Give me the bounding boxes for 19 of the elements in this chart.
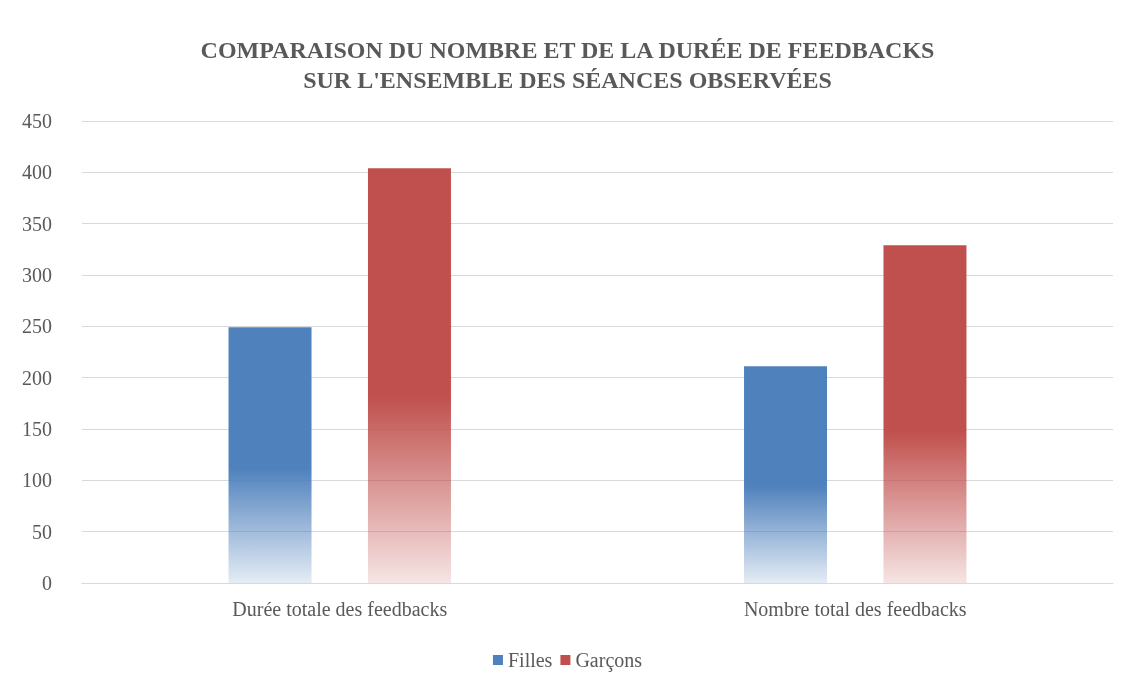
- bar: [367, 168, 451, 583]
- legend-label: Garçons: [575, 649, 643, 672]
- y-tick-label: 150: [22, 418, 52, 440]
- chart-title: COMPARAISON DU NOMBRE ET DE LA DURÉE DE FEEDBACKS SUR L'ENSEMBLE DES SÉANCES OBSERVÉES: [200, 37, 935, 93]
- y-tick-label: 300: [22, 264, 52, 286]
- x-tick-label: Nombre total des feedbacks: [743, 598, 967, 620]
- bar: [883, 245, 967, 583]
- bar: [744, 366, 828, 583]
- y-tick-label: 50: [32, 520, 52, 543]
- y-tick-label: 350: [22, 212, 52, 235]
- y-tick-label: 400: [22, 161, 52, 184]
- y-tick-label: 250: [22, 315, 52, 338]
- x-tick-label: Durée totale des feedbacks: [232, 598, 448, 620]
- legend-label: Filles: [507, 649, 553, 671]
- y-tick-label: 200: [22, 366, 52, 389]
- y-tick-label: 450: [22, 110, 52, 132]
- y-tick-label: 100: [22, 469, 52, 492]
- y-tick-label: 0: [42, 572, 52, 594]
- bar: [228, 327, 312, 583]
